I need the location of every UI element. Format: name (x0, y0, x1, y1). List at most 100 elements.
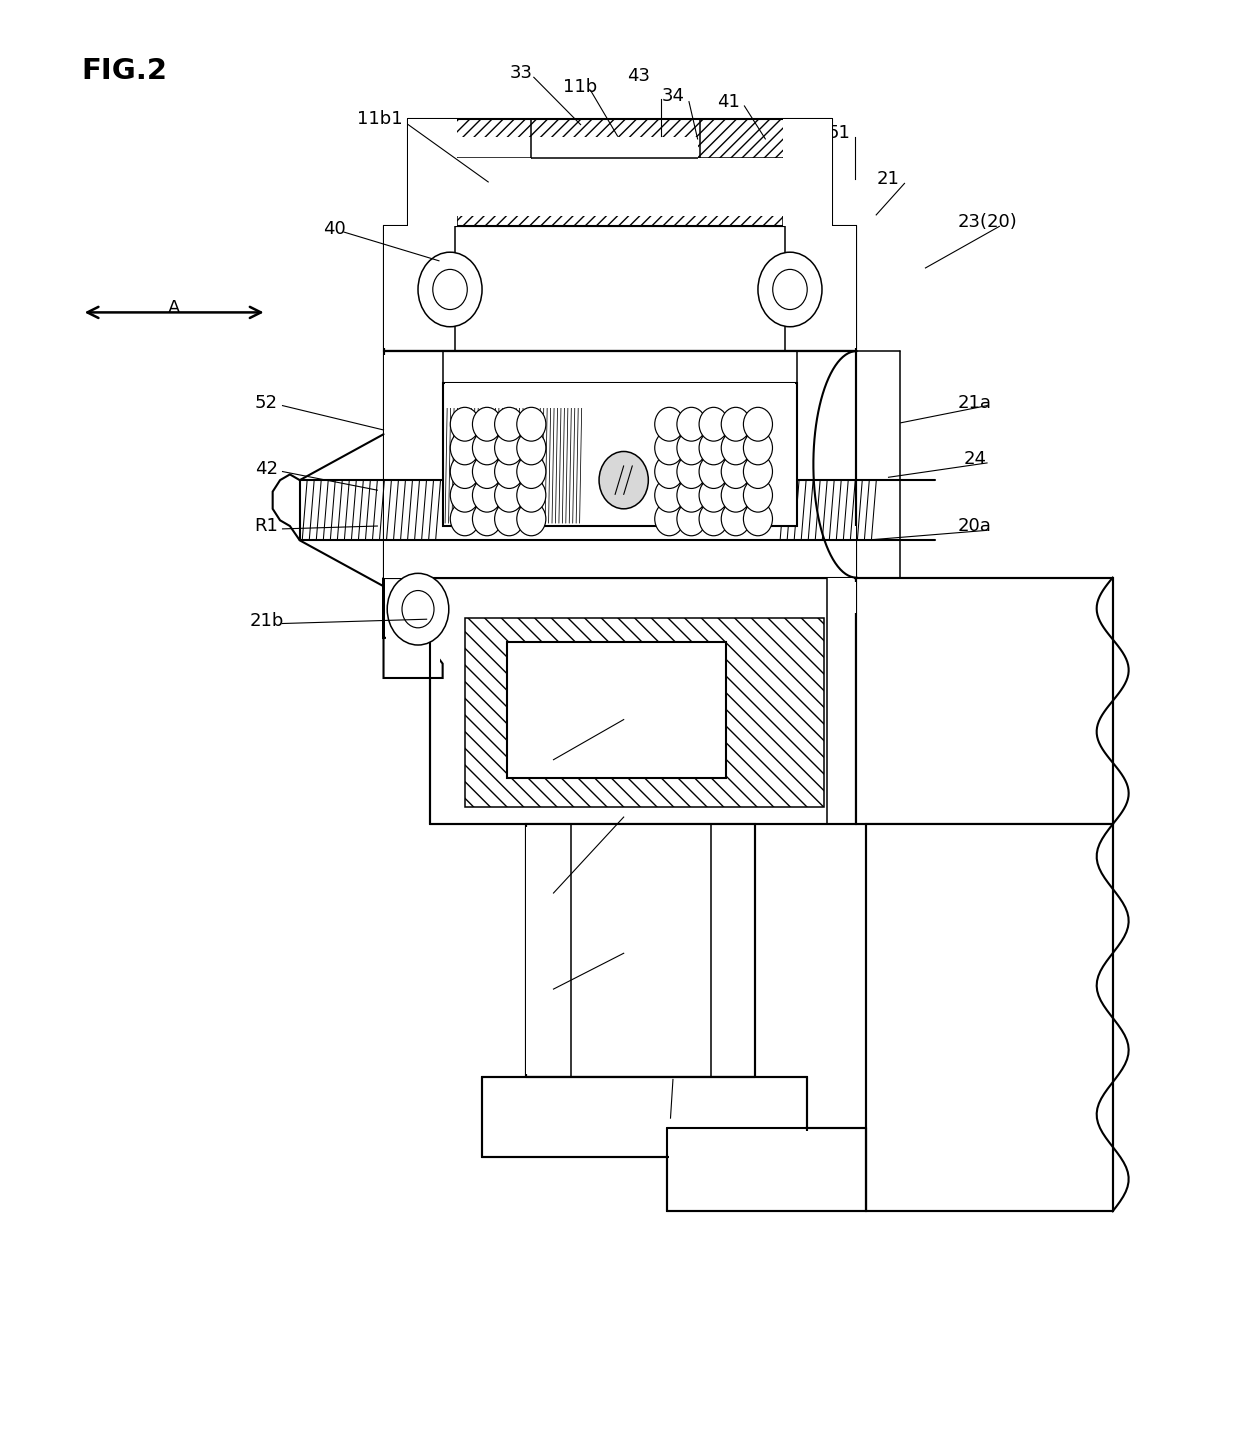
Circle shape (744, 431, 773, 464)
Bar (383, 350, 857, 578)
Text: 23(20): 23(20) (957, 213, 1017, 231)
Text: 11b: 11b (563, 78, 598, 97)
Text: 33: 33 (510, 63, 533, 82)
Circle shape (450, 431, 480, 464)
Circle shape (677, 431, 706, 464)
Text: 34: 34 (661, 87, 684, 105)
Circle shape (402, 591, 434, 627)
Circle shape (722, 454, 750, 489)
Circle shape (655, 502, 683, 536)
Bar (386, 581, 440, 675)
Bar (443, 382, 797, 526)
Circle shape (450, 407, 480, 441)
Circle shape (450, 502, 480, 536)
Polygon shape (383, 578, 443, 678)
Bar (383, 355, 443, 574)
Circle shape (677, 454, 706, 489)
Bar (445, 382, 795, 408)
Circle shape (517, 502, 546, 536)
Circle shape (517, 431, 546, 464)
Circle shape (722, 479, 750, 512)
Text: 40: 40 (322, 221, 346, 238)
Text: 11b1: 11b1 (357, 110, 403, 128)
Bar (383, 226, 857, 350)
Bar (408, 118, 832, 226)
Circle shape (450, 479, 480, 512)
Circle shape (472, 502, 501, 536)
Circle shape (495, 479, 523, 512)
Text: 43: 43 (627, 66, 650, 85)
Bar (458, 137, 660, 216)
Text: 35: 35 (526, 747, 549, 764)
Circle shape (699, 454, 728, 489)
Circle shape (655, 479, 683, 512)
Circle shape (677, 502, 706, 536)
Bar (667, 1128, 867, 1211)
Bar (857, 578, 1112, 825)
Text: 20a: 20a (957, 518, 992, 535)
Circle shape (472, 407, 501, 441)
Circle shape (758, 252, 822, 327)
Circle shape (495, 407, 523, 441)
Text: 21b: 21b (249, 611, 284, 630)
Bar (383, 226, 455, 349)
Bar (507, 642, 725, 779)
Circle shape (387, 574, 449, 645)
Bar (712, 828, 753, 1074)
Text: 32: 32 (526, 880, 549, 898)
Bar (465, 617, 825, 808)
Text: FIG.2: FIG.2 (82, 58, 167, 85)
Bar (782, 118, 832, 226)
Circle shape (495, 454, 523, 489)
Circle shape (450, 454, 480, 489)
Circle shape (699, 431, 728, 464)
Circle shape (677, 479, 706, 512)
Circle shape (744, 407, 773, 441)
Bar (458, 157, 531, 216)
Circle shape (655, 431, 683, 464)
Circle shape (517, 454, 546, 489)
Circle shape (677, 407, 706, 441)
Bar (785, 226, 857, 349)
Circle shape (472, 479, 501, 512)
Circle shape (744, 454, 773, 489)
Circle shape (433, 270, 467, 310)
Bar (408, 118, 458, 226)
Circle shape (744, 502, 773, 536)
Circle shape (655, 407, 683, 441)
Circle shape (699, 502, 728, 536)
Text: 51: 51 (828, 124, 851, 143)
Circle shape (722, 431, 750, 464)
Text: 41: 41 (717, 92, 740, 111)
Circle shape (517, 407, 546, 441)
Text: 42: 42 (255, 460, 278, 477)
Circle shape (472, 431, 501, 464)
Circle shape (699, 479, 728, 512)
Bar (827, 578, 854, 822)
Bar (670, 1131, 864, 1208)
Bar (510, 645, 723, 776)
Bar (485, 1080, 805, 1154)
Circle shape (773, 270, 807, 310)
Circle shape (699, 407, 728, 441)
Circle shape (599, 451, 649, 509)
Circle shape (495, 502, 523, 536)
Bar (580, 137, 698, 216)
Bar (797, 355, 854, 574)
Text: 21: 21 (877, 170, 900, 187)
Text: 37: 37 (644, 1105, 666, 1123)
Text: 52: 52 (255, 394, 278, 412)
Circle shape (655, 454, 683, 489)
Bar (383, 526, 857, 578)
Text: 21a: 21a (957, 394, 992, 412)
Circle shape (517, 479, 546, 512)
Bar (698, 157, 782, 216)
Text: A: A (167, 298, 180, 317)
Circle shape (744, 479, 773, 512)
Bar (430, 583, 857, 613)
Circle shape (495, 431, 523, 464)
Bar (527, 828, 570, 1074)
Circle shape (722, 502, 750, 536)
Bar (482, 1077, 807, 1156)
Bar (430, 578, 857, 825)
